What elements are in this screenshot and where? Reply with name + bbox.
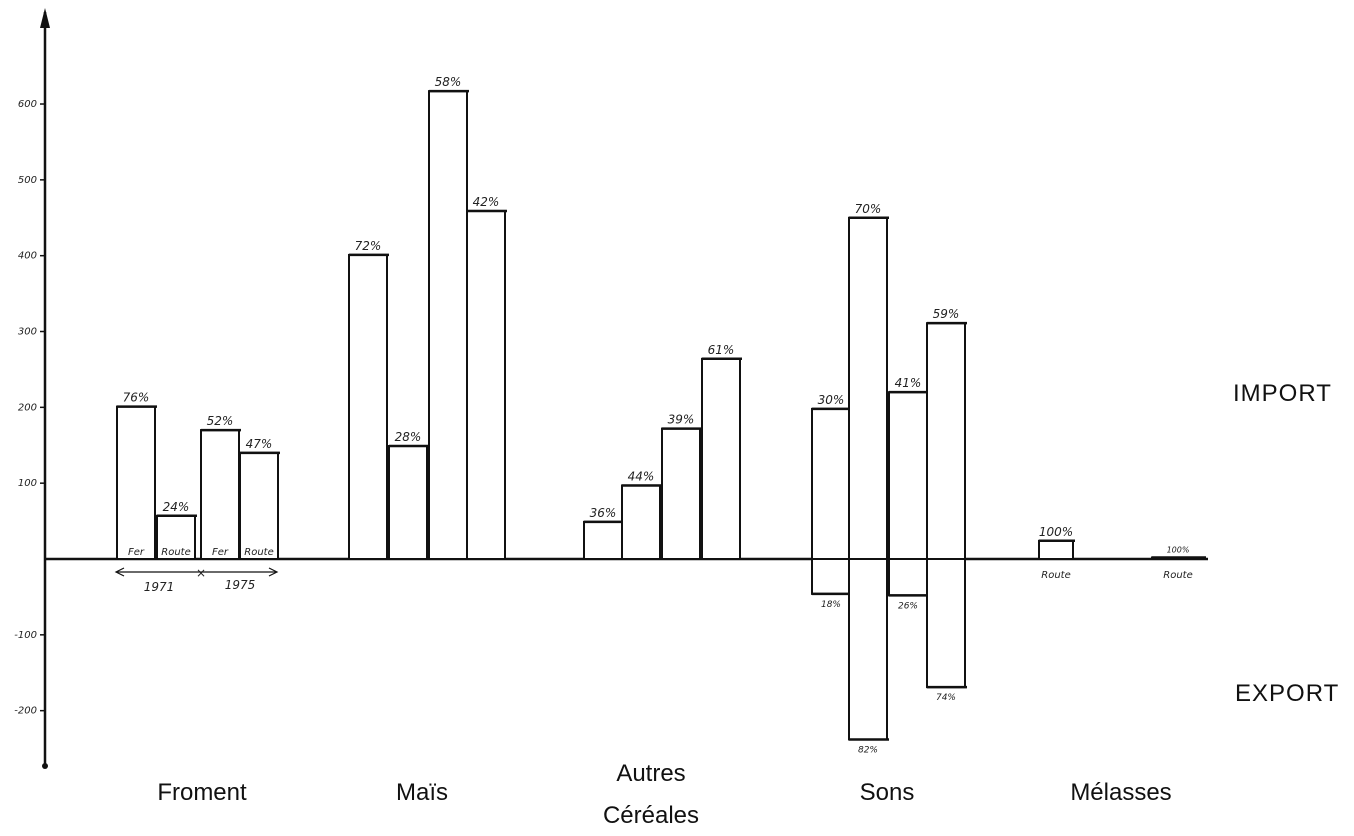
y-tick-label: 500: [18, 175, 37, 186]
import-bar: [888, 391, 928, 561]
export-value-label: 82%: [858, 745, 878, 755]
year-arrow-right: [268, 567, 279, 577]
bar-value-label: 42%: [473, 195, 500, 209]
bar-mode-label: Route: [1163, 570, 1192, 581]
export-value-label: 26%: [898, 601, 918, 611]
bar-value-label: 28%: [395, 430, 422, 444]
bars: [116, 89, 1206, 741]
bar-value-label: 59%: [933, 307, 960, 321]
export-bar: [926, 558, 966, 689]
category-label: Froment: [157, 779, 247, 806]
bar-value-label: 41%: [895, 376, 922, 390]
import-bar: [848, 216, 888, 560]
export-bar: [811, 558, 851, 595]
import-bar: [621, 484, 661, 560]
category-label-2: Céréales: [603, 802, 699, 829]
import-bar: [661, 427, 701, 560]
category-label: Maïs: [396, 779, 448, 806]
category-label: Sons: [860, 779, 915, 806]
bar-value-label: 72%: [355, 239, 382, 253]
category-label: Autres: [616, 760, 685, 787]
y-tick-label: 200: [18, 402, 37, 413]
import-bar: [811, 407, 851, 560]
axes: 600 500 400 300 200 100 -100 -200 ×: [14, 8, 1208, 769]
bar-mode-label: Route: [244, 547, 273, 558]
bar-value-label: 39%: [668, 413, 695, 427]
export-value-label: 74%: [936, 693, 956, 703]
year-arrow-left: [114, 567, 125, 577]
bar-mode-label: Fer: [128, 547, 145, 558]
bar-value-label: 44%: [628, 469, 655, 483]
import-bar: [239, 451, 279, 561]
bar-value-label: 52%: [207, 414, 234, 428]
bar-value-label: 58%: [435, 75, 462, 89]
export-bar: [888, 558, 928, 597]
bar-value-label: 100%: [1167, 545, 1190, 554]
import-bar: [926, 322, 966, 560]
year-label: 1975: [225, 578, 256, 592]
bar-value-label: 76%: [123, 391, 150, 405]
export-value-label: 18%: [821, 600, 841, 610]
import-bar: [348, 253, 388, 561]
import-bar: [116, 405, 156, 560]
export-bar: [848, 558, 888, 741]
bar-mode-label: Route: [1041, 570, 1070, 581]
import-bar: [1038, 539, 1074, 560]
y-axis-arrow: [40, 8, 50, 28]
export-label: EXPORT: [1235, 680, 1340, 707]
year-label: 1971: [144, 580, 175, 594]
y-tick-label: 100: [18, 478, 37, 489]
bar-value-label: 47%: [246, 437, 273, 451]
bar-value-label: 70%: [855, 202, 882, 216]
y-axis-end-dot: [42, 763, 48, 769]
import-bar: [388, 445, 428, 561]
import-bar: [200, 429, 240, 560]
import-bar: [701, 357, 741, 560]
year-divider-mark: ×: [196, 566, 206, 580]
bar-value-label: 30%: [818, 393, 845, 407]
y-tick-label: -100: [14, 630, 37, 641]
bar-value-label: 100%: [1039, 525, 1073, 539]
category-label: Mélasses: [1070, 779, 1171, 806]
import-bar: [583, 520, 623, 561]
y-tick-label: 400: [18, 251, 37, 262]
y-tick-label: 300: [18, 327, 37, 338]
import-bar: [156, 514, 196, 561]
import-label: IMPORT: [1233, 380, 1332, 407]
import-bar: [466, 209, 506, 560]
bar-mode-label: Fer: [212, 547, 229, 558]
bar-value-label: 24%: [163, 500, 190, 514]
labels: 76% Fer 24% Route 52% Fer 47% Route Froment 1971 1…: [123, 75, 1193, 829]
y-tick-label: -200: [14, 706, 37, 717]
y-tick-label: 600: [18, 99, 37, 110]
bar-value-label: 61%: [708, 343, 735, 357]
bar-value-label: 36%: [590, 506, 617, 520]
import-bar: [428, 90, 468, 560]
bar-mode-label: Route: [161, 547, 190, 558]
